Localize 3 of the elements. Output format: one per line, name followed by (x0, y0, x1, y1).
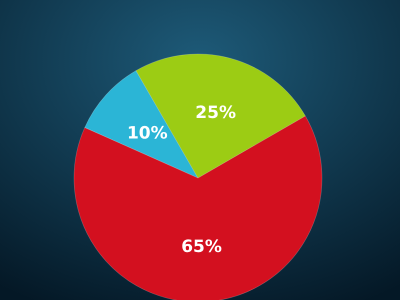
data-label: 65% (181, 237, 222, 258)
data-label: 25% (195, 103, 236, 124)
data-label: 10% (126, 123, 168, 144)
